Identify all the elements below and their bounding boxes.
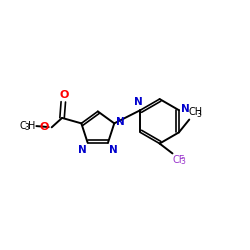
Text: CF: CF — [173, 155, 185, 165]
Text: O: O — [40, 122, 49, 132]
Text: N: N — [181, 104, 190, 114]
Text: H: H — [28, 120, 35, 130]
Text: 3: 3 — [25, 122, 30, 132]
Text: N: N — [116, 117, 125, 127]
Text: N: N — [134, 97, 143, 107]
Text: N: N — [78, 145, 86, 155]
Text: C: C — [20, 120, 26, 130]
Text: 3: 3 — [180, 157, 185, 166]
Text: 3: 3 — [196, 110, 201, 119]
Text: CH: CH — [188, 107, 202, 117]
Text: N: N — [109, 145, 118, 155]
Text: O: O — [59, 90, 69, 100]
